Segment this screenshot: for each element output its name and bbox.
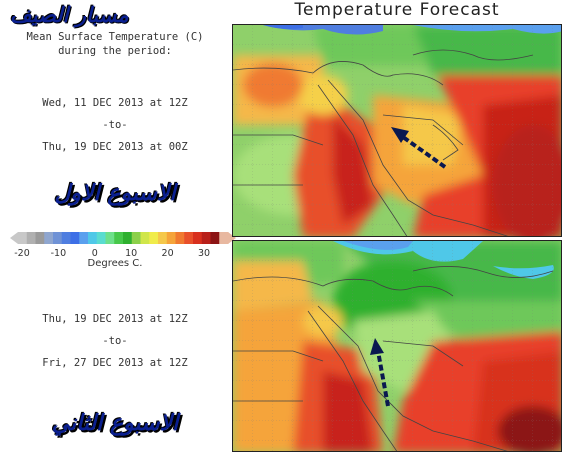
map-week1 bbox=[232, 24, 562, 237]
legend-swatch bbox=[61, 232, 71, 244]
period1-block: Wed, 11 DEC 2013 at 12Z -to- Thu, 19 DEC… bbox=[0, 92, 230, 158]
legend-swatch bbox=[158, 232, 168, 244]
legend-swatch bbox=[149, 232, 159, 244]
legend-swatch bbox=[53, 232, 63, 244]
legend-tick-label: 30 bbox=[198, 248, 210, 259]
chart-title: Temperature Forecast bbox=[294, 0, 500, 20]
legend-arrow-left bbox=[10, 232, 18, 244]
legend-swatch bbox=[123, 232, 133, 244]
legend-swatch bbox=[26, 232, 36, 244]
color-legend: -20 -10 0 10 20 30 bbox=[10, 232, 236, 259]
period2-start: Thu, 19 DEC 2013 at 12Z bbox=[42, 313, 188, 325]
subtitle-line1: Mean Surface Temperature (C) bbox=[26, 31, 204, 43]
legend-swatch bbox=[114, 232, 124, 244]
period1-end: Thu, 19 DEC 2013 at 00Z bbox=[42, 141, 188, 153]
legend-swatch bbox=[44, 232, 54, 244]
legend-swatch bbox=[79, 232, 89, 244]
period2-sep: -to- bbox=[102, 335, 128, 347]
legend-swatch bbox=[175, 232, 185, 244]
period1-sep: -to- bbox=[102, 119, 128, 131]
period1-start: Wed, 11 DEC 2013 at 12Z bbox=[42, 97, 188, 109]
legend-swatch bbox=[219, 232, 229, 244]
legend-swatch bbox=[131, 232, 141, 244]
legend-swatch bbox=[193, 232, 203, 244]
legend-swatch bbox=[140, 232, 150, 244]
watermark-logo: مسبار الصيف bbox=[10, 2, 129, 27]
legend-swatch bbox=[96, 232, 106, 244]
legend-arrow-right bbox=[228, 232, 236, 244]
legend-swatch bbox=[201, 232, 211, 244]
legend-unit: Degrees C. bbox=[87, 258, 143, 269]
legend-swatch bbox=[18, 232, 28, 244]
legend-swatch bbox=[70, 232, 80, 244]
subtitle-line2: during the period: bbox=[58, 45, 172, 57]
legend-tick-label: 0 bbox=[92, 248, 98, 259]
legend-tick-label: 20 bbox=[162, 248, 174, 259]
legend-swatch bbox=[184, 232, 194, 244]
week1-label: الاسبوع الاول bbox=[54, 180, 176, 206]
legend-swatch bbox=[210, 232, 220, 244]
map-week2 bbox=[232, 240, 562, 452]
subtitle-block: Mean Surface Temperature (C) during the … bbox=[0, 30, 230, 58]
legend-swatch bbox=[105, 232, 115, 244]
legend-tick-label: 10 bbox=[125, 248, 137, 259]
legend-swatch bbox=[166, 232, 176, 244]
legend-tick-label: -10 bbox=[51, 248, 67, 259]
legend-tick-label: -20 bbox=[14, 248, 30, 259]
legend-swatch bbox=[88, 232, 98, 244]
period2-block: Thu, 19 DEC 2013 at 12Z -to- Fri, 27 DEC… bbox=[0, 308, 230, 374]
week2-label: الاسبوع الثاني bbox=[51, 410, 179, 436]
period2-end: Fri, 27 DEC 2013 at 12Z bbox=[42, 357, 188, 369]
legend-swatch bbox=[35, 232, 45, 244]
